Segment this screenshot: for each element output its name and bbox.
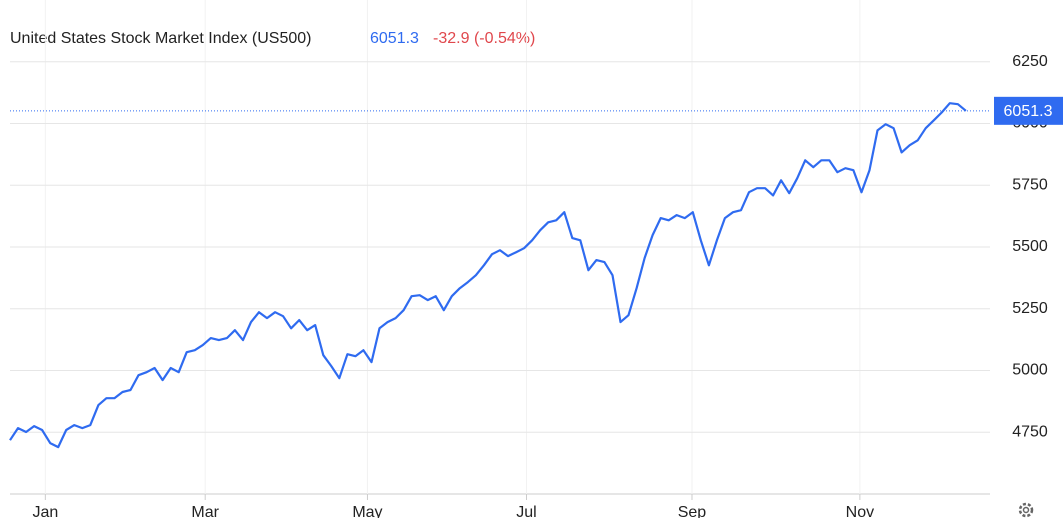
price-line <box>9 102 967 449</box>
last-value-tag <box>994 96 1063 125</box>
x-tick-label: Sep <box>678 504 707 518</box>
change: -32.9 (-0.54%) <box>433 30 535 47</box>
gear-hole[interactable] <box>1022 506 1030 514</box>
y-tick-label: 5750 <box>1012 176 1048 193</box>
last-value: 6051.3 <box>370 30 419 47</box>
gear[interactable] <box>1018 502 1034 518</box>
x-tick-label: Jan <box>32 504 58 518</box>
y-tick-label: 5000 <box>1012 362 1048 379</box>
y-tick-label: 4750 <box>1012 423 1048 440</box>
settings-icon[interactable] <box>1018 502 1034 518</box>
y-tick-label: 5500 <box>1012 238 1048 255</box>
x-tick-label: Mar <box>191 504 219 518</box>
chart-title: United States Stock Market Index (US500) <box>10 30 311 47</box>
x-tick-label: May <box>352 504 382 518</box>
y-tick-label: 5250 <box>1012 300 1048 317</box>
x-tick-label: Jul <box>516 504 536 518</box>
y-tick-label: 6250 <box>1012 53 1048 70</box>
x-tick-label: Nov <box>846 504 874 518</box>
last-value-label: 6051.3 <box>1004 103 1053 120</box>
